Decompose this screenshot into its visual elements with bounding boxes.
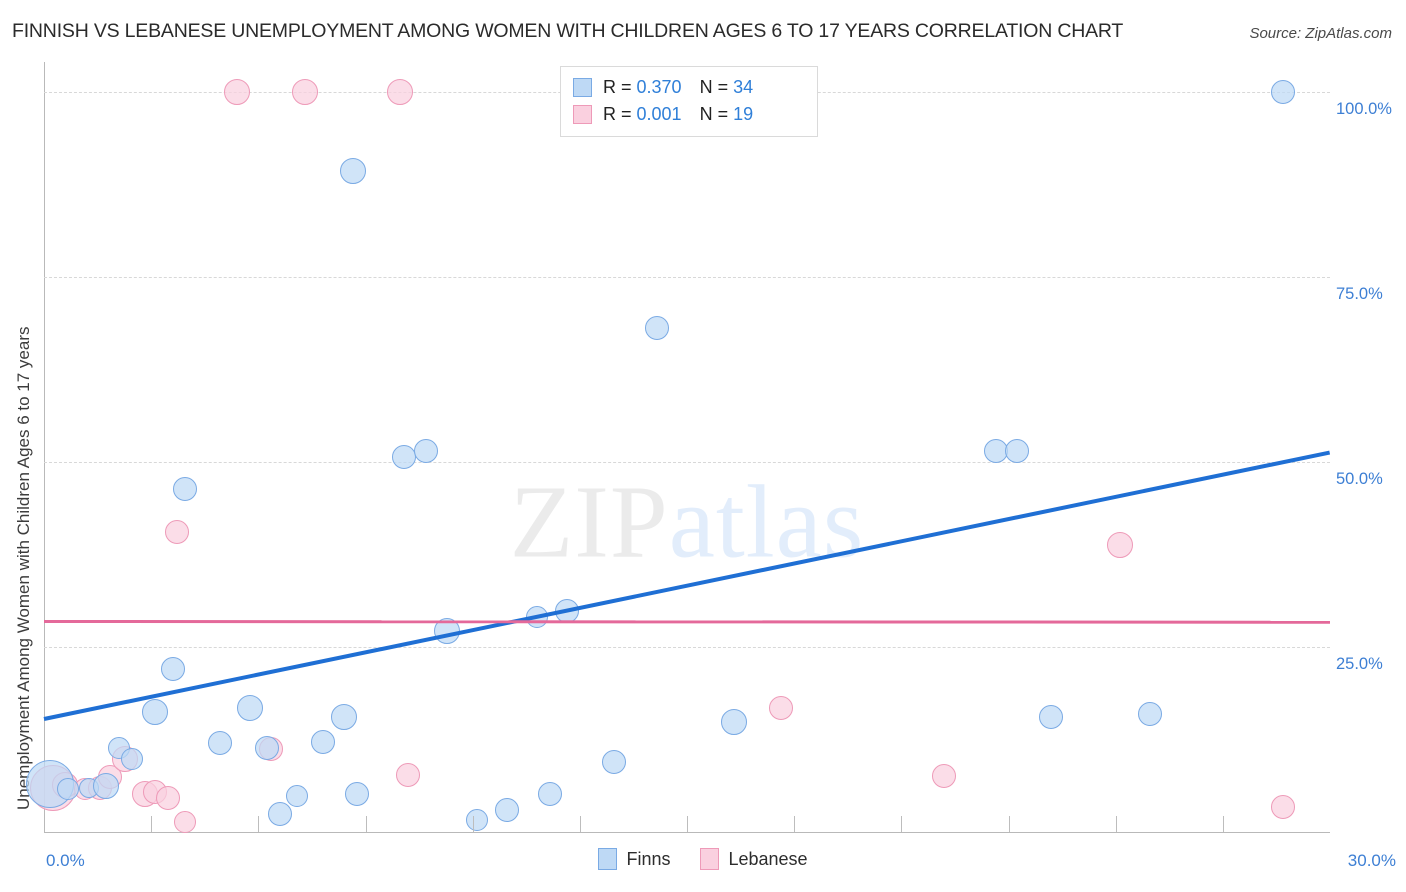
data-point-finns[interactable] — [1039, 705, 1064, 730]
data-point-finns[interactable] — [1270, 79, 1295, 104]
n-label-lebanese: N = — [699, 104, 734, 124]
series-swatch-lebanese-icon — [700, 848, 720, 870]
x-axis-tick — [472, 816, 474, 832]
data-point-finns[interactable] — [56, 778, 79, 801]
data-point-finns[interactable] — [120, 748, 143, 771]
x-axis-tick — [1115, 816, 1117, 832]
r-value-lebanese: 0.001 — [636, 104, 682, 124]
data-point-finns[interactable] — [433, 617, 460, 644]
gridline — [44, 646, 1330, 648]
watermark-zip: ZIP — [509, 464, 669, 580]
data-point-finns[interactable] — [465, 809, 488, 832]
data-point-finns[interactable] — [392, 445, 417, 470]
series-legend-label-lebanese: Lebanese — [728, 848, 808, 869]
x-axis-tick — [258, 816, 260, 832]
correlation-legend-text-finns: R = 0.370 N = 34 — [603, 77, 753, 98]
data-point-finns[interactable] — [93, 773, 120, 800]
x-axis-tick — [901, 816, 903, 832]
x-axis-tick — [1008, 816, 1010, 832]
trend-line-finns — [43, 450, 1331, 722]
correlation-legend: R = 0.370 N = 34 R = 0.001 N = 19 — [560, 66, 818, 137]
data-point-finns[interactable] — [721, 709, 748, 736]
n-value-finns: 34 — [733, 77, 754, 97]
data-point-finns[interactable] — [644, 315, 669, 340]
y-axis-line — [44, 62, 45, 832]
series-legend-label-finns: Finns — [626, 848, 671, 869]
x-axis-max-label: 30.0% — [1347, 851, 1396, 870]
data-point-finns[interactable] — [413, 438, 438, 463]
y-axis-tick-label: 100.0% — [1336, 99, 1392, 118]
data-point-lebanese[interactable] — [396, 762, 421, 787]
data-point-finns[interactable] — [267, 802, 292, 827]
n-label-finns: N = — [699, 77, 734, 97]
data-point-lebanese[interactable] — [164, 520, 189, 545]
x-axis-tick — [365, 816, 367, 832]
series-legend-item-finns[interactable]: Finns — [598, 848, 670, 870]
x-axis-tick — [687, 816, 688, 832]
data-point-finns[interactable] — [537, 781, 562, 806]
y-axis-title: Unemployment Among Women with Children A… — [14, 326, 33, 811]
data-point-finns[interactable] — [1137, 702, 1162, 727]
correlation-legend-row-lebanese: R = 0.001 N = 19 — [573, 101, 807, 128]
data-point-finns[interactable] — [207, 731, 232, 756]
series-swatch-finns-icon — [598, 848, 618, 870]
r-label-lebanese: R = — [603, 104, 637, 124]
data-point-finns[interactable] — [142, 699, 169, 726]
plot-area: ZIPatlas — [26, 62, 1331, 834]
x-axis-tick — [1222, 816, 1224, 832]
x-axis-tick — [151, 816, 153, 832]
x-axis-min-label: 0.0% — [46, 851, 85, 870]
data-point-lebanese[interactable] — [156, 785, 181, 810]
y-axis-tick-label: 25.0% — [1336, 654, 1383, 673]
y-axis-tick-label: 50.0% — [1336, 469, 1383, 488]
series-legend-item-lebanese[interactable]: Lebanese — [700, 848, 808, 870]
data-point-lebanese[interactable] — [769, 696, 794, 721]
watermark: ZIPatlas — [510, 463, 865, 582]
data-point-finns[interactable] — [1005, 439, 1030, 464]
data-point-lebanese[interactable] — [174, 811, 197, 834]
data-point-lebanese[interactable] — [1270, 794, 1295, 819]
y-axis-tick-label: 75.0% — [1336, 284, 1383, 303]
gridline — [44, 461, 1330, 463]
r-value-finns: 0.370 — [636, 77, 682, 97]
source-attribution: Source: ZipAtlas.com — [1249, 25, 1392, 42]
data-point-finns[interactable] — [525, 606, 548, 629]
data-point-finns[interactable] — [344, 781, 369, 806]
data-point-finns[interactable] — [310, 730, 335, 755]
x-axis-line — [44, 832, 1330, 833]
correlation-legend-text-lebanese: R = 0.001 N = 19 — [603, 104, 753, 125]
data-point-finns[interactable] — [554, 599, 579, 624]
page-title: FINNISH VS LEBANESE UNEMPLOYMENT AMONG W… — [12, 20, 1124, 42]
trend-line-lebanese — [43, 620, 1331, 624]
correlation-legend-row-finns: R = 0.370 N = 34 — [573, 74, 807, 101]
data-point-finns[interactable] — [331, 703, 358, 730]
gridline — [44, 276, 1330, 278]
data-point-finns[interactable] — [339, 157, 366, 184]
data-point-lebanese[interactable] — [386, 78, 413, 105]
data-point-lebanese[interactable] — [932, 764, 957, 789]
watermark-atlas: atlas — [668, 464, 865, 580]
data-point-lebanese[interactable] — [1106, 531, 1133, 558]
n-value-lebanese: 19 — [733, 104, 754, 124]
data-point-lebanese[interactable] — [223, 78, 250, 105]
series-legend: Finns Lebanese — [0, 848, 1406, 870]
r-label-finns: R = — [603, 77, 637, 97]
data-point-finns[interactable] — [285, 785, 308, 808]
x-axis-tick — [794, 816, 796, 832]
data-point-finns[interactable] — [173, 477, 198, 502]
data-point-lebanese[interactable] — [292, 78, 319, 105]
legend-swatch-finns-icon — [573, 78, 592, 97]
data-point-finns[interactable] — [254, 736, 279, 761]
data-point-finns[interactable] — [602, 750, 627, 775]
data-point-finns[interactable] — [160, 657, 185, 682]
x-axis-tick — [579, 816, 581, 832]
data-point-finns[interactable] — [983, 439, 1008, 464]
data-point-finns[interactable] — [236, 694, 263, 721]
legend-swatch-lebanese-icon — [573, 105, 592, 124]
data-point-finns[interactable] — [494, 797, 519, 822]
